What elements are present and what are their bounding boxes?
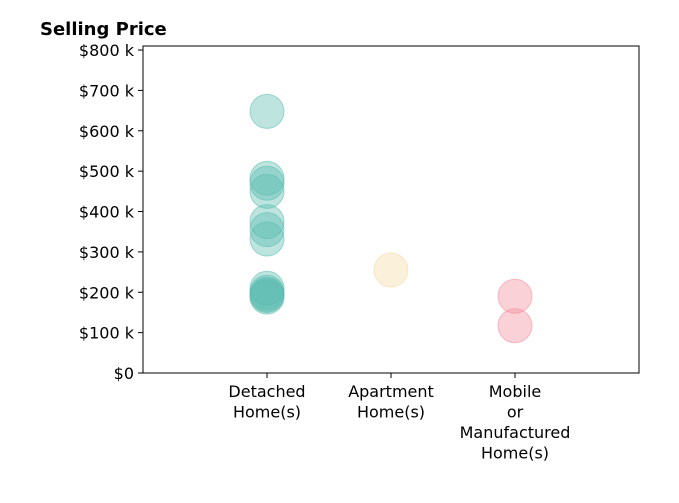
x-tick-label-line: Apartment [348, 382, 434, 401]
y-tick-label: $400 k [79, 203, 135, 222]
data-points [249, 93, 533, 344]
data-point [249, 93, 285, 129]
data-point [373, 252, 409, 288]
plot-area-frame [142, 45, 640, 374]
x-tick-label-line: Home(s) [357, 403, 425, 422]
x-tick-label-line: Mobile [489, 382, 541, 401]
x-tick-label-line: Detached [228, 382, 305, 401]
x-tick-label-line: or [507, 403, 524, 422]
y-tick-label: $300 k [79, 243, 135, 262]
data-point [249, 212, 285, 248]
y-tick-label: $700 k [79, 81, 135, 100]
data-point [249, 165, 285, 201]
data-point [497, 278, 533, 314]
x-tick-label-line: Home(s) [481, 444, 549, 463]
y-tick-label: $200 k [79, 283, 135, 302]
y-tick-label: $100 k [79, 324, 135, 343]
y-tick-label: $800 k [79, 41, 135, 60]
data-point [497, 308, 533, 344]
x-tick-label: Mobile or Manufactured Home(s) [460, 382, 571, 463]
x-tick-label: Detached Home(s) [228, 382, 305, 422]
x-tick-label-line: Manufactured [460, 423, 571, 442]
data-point [249, 221, 285, 257]
chart-title: Selling Price [40, 19, 167, 40]
y-tick-label: $0 [114, 364, 134, 383]
data-point [249, 160, 285, 196]
y-axis: $0 $100 k $200 k $300 k $400 k $500 k $600 k $7… [79, 41, 143, 383]
x-tick-label: Apartment Home(s) [348, 382, 434, 422]
x-axis: Detached Home(s) Apartment Home(s) Mobile or M… [228, 373, 570, 463]
data-point [249, 173, 285, 209]
y-tick-label: $600 k [79, 122, 135, 141]
x-tick-label-line: Home(s) [233, 403, 301, 422]
y-tick-label: $500 k [79, 162, 135, 181]
data-point [249, 279, 285, 315]
